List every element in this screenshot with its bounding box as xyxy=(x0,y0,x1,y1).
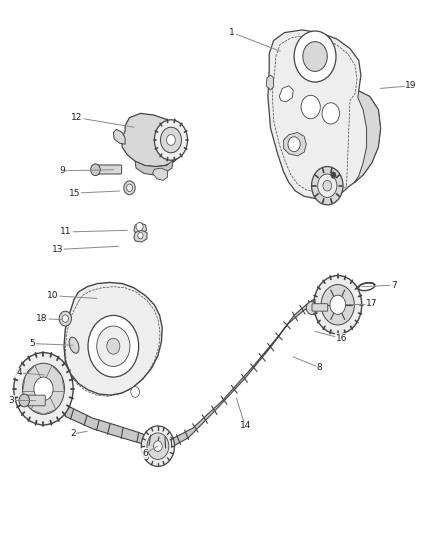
Ellipse shape xyxy=(69,337,79,353)
Polygon shape xyxy=(42,366,64,392)
Polygon shape xyxy=(122,114,184,166)
Circle shape xyxy=(331,172,336,178)
Circle shape xyxy=(138,232,143,239)
Polygon shape xyxy=(31,389,56,414)
Polygon shape xyxy=(65,297,322,447)
Circle shape xyxy=(314,276,362,334)
Text: 18: 18 xyxy=(36,314,48,323)
Text: 15: 15 xyxy=(69,189,81,198)
Circle shape xyxy=(166,135,175,146)
Circle shape xyxy=(34,377,53,400)
Text: 17: 17 xyxy=(366,299,378,308)
Text: 7: 7 xyxy=(391,280,396,289)
Polygon shape xyxy=(64,282,162,395)
Circle shape xyxy=(62,315,68,322)
Circle shape xyxy=(97,326,130,367)
Text: 19: 19 xyxy=(405,81,417,90)
Circle shape xyxy=(22,364,64,414)
Circle shape xyxy=(107,338,120,354)
FancyBboxPatch shape xyxy=(94,165,122,174)
Circle shape xyxy=(19,394,29,407)
Circle shape xyxy=(160,127,181,153)
Polygon shape xyxy=(134,230,147,242)
Circle shape xyxy=(311,166,343,205)
Circle shape xyxy=(318,174,337,197)
Text: 2: 2 xyxy=(70,430,75,439)
Circle shape xyxy=(322,103,339,124)
Text: 4: 4 xyxy=(16,368,22,377)
Circle shape xyxy=(294,31,336,82)
Circle shape xyxy=(59,311,71,326)
Text: 8: 8 xyxy=(317,363,322,372)
Circle shape xyxy=(154,120,187,160)
FancyBboxPatch shape xyxy=(312,304,328,311)
Polygon shape xyxy=(23,366,45,392)
Polygon shape xyxy=(135,160,173,175)
Circle shape xyxy=(14,353,73,425)
FancyBboxPatch shape xyxy=(22,395,45,406)
Text: 3: 3 xyxy=(9,396,14,405)
Circle shape xyxy=(131,386,140,397)
Circle shape xyxy=(330,295,346,314)
Polygon shape xyxy=(279,86,293,102)
Text: 9: 9 xyxy=(59,166,65,175)
Polygon shape xyxy=(284,133,306,156)
Circle shape xyxy=(147,433,169,459)
Circle shape xyxy=(127,184,133,191)
Text: 16: 16 xyxy=(336,334,347,343)
Circle shape xyxy=(288,137,300,152)
Text: 1: 1 xyxy=(229,28,235,37)
Circle shape xyxy=(141,426,174,466)
Polygon shape xyxy=(113,130,125,144)
Circle shape xyxy=(136,222,143,231)
Polygon shape xyxy=(152,168,167,180)
Circle shape xyxy=(88,316,139,377)
Polygon shape xyxy=(354,91,381,182)
Circle shape xyxy=(124,181,135,195)
Text: 10: 10 xyxy=(47,291,59,300)
Circle shape xyxy=(321,285,354,325)
Text: 14: 14 xyxy=(240,422,251,431)
Text: 6: 6 xyxy=(142,449,148,458)
Circle shape xyxy=(306,302,317,314)
Polygon shape xyxy=(268,30,381,198)
Polygon shape xyxy=(266,75,274,90)
Text: 12: 12 xyxy=(71,113,83,122)
Circle shape xyxy=(323,180,332,191)
Text: 13: 13 xyxy=(52,245,63,254)
Circle shape xyxy=(153,441,162,451)
Circle shape xyxy=(303,42,327,71)
Text: 5: 5 xyxy=(29,339,35,348)
Circle shape xyxy=(301,95,320,119)
Polygon shape xyxy=(134,223,147,233)
Text: 11: 11 xyxy=(60,228,72,237)
Circle shape xyxy=(91,164,100,175)
